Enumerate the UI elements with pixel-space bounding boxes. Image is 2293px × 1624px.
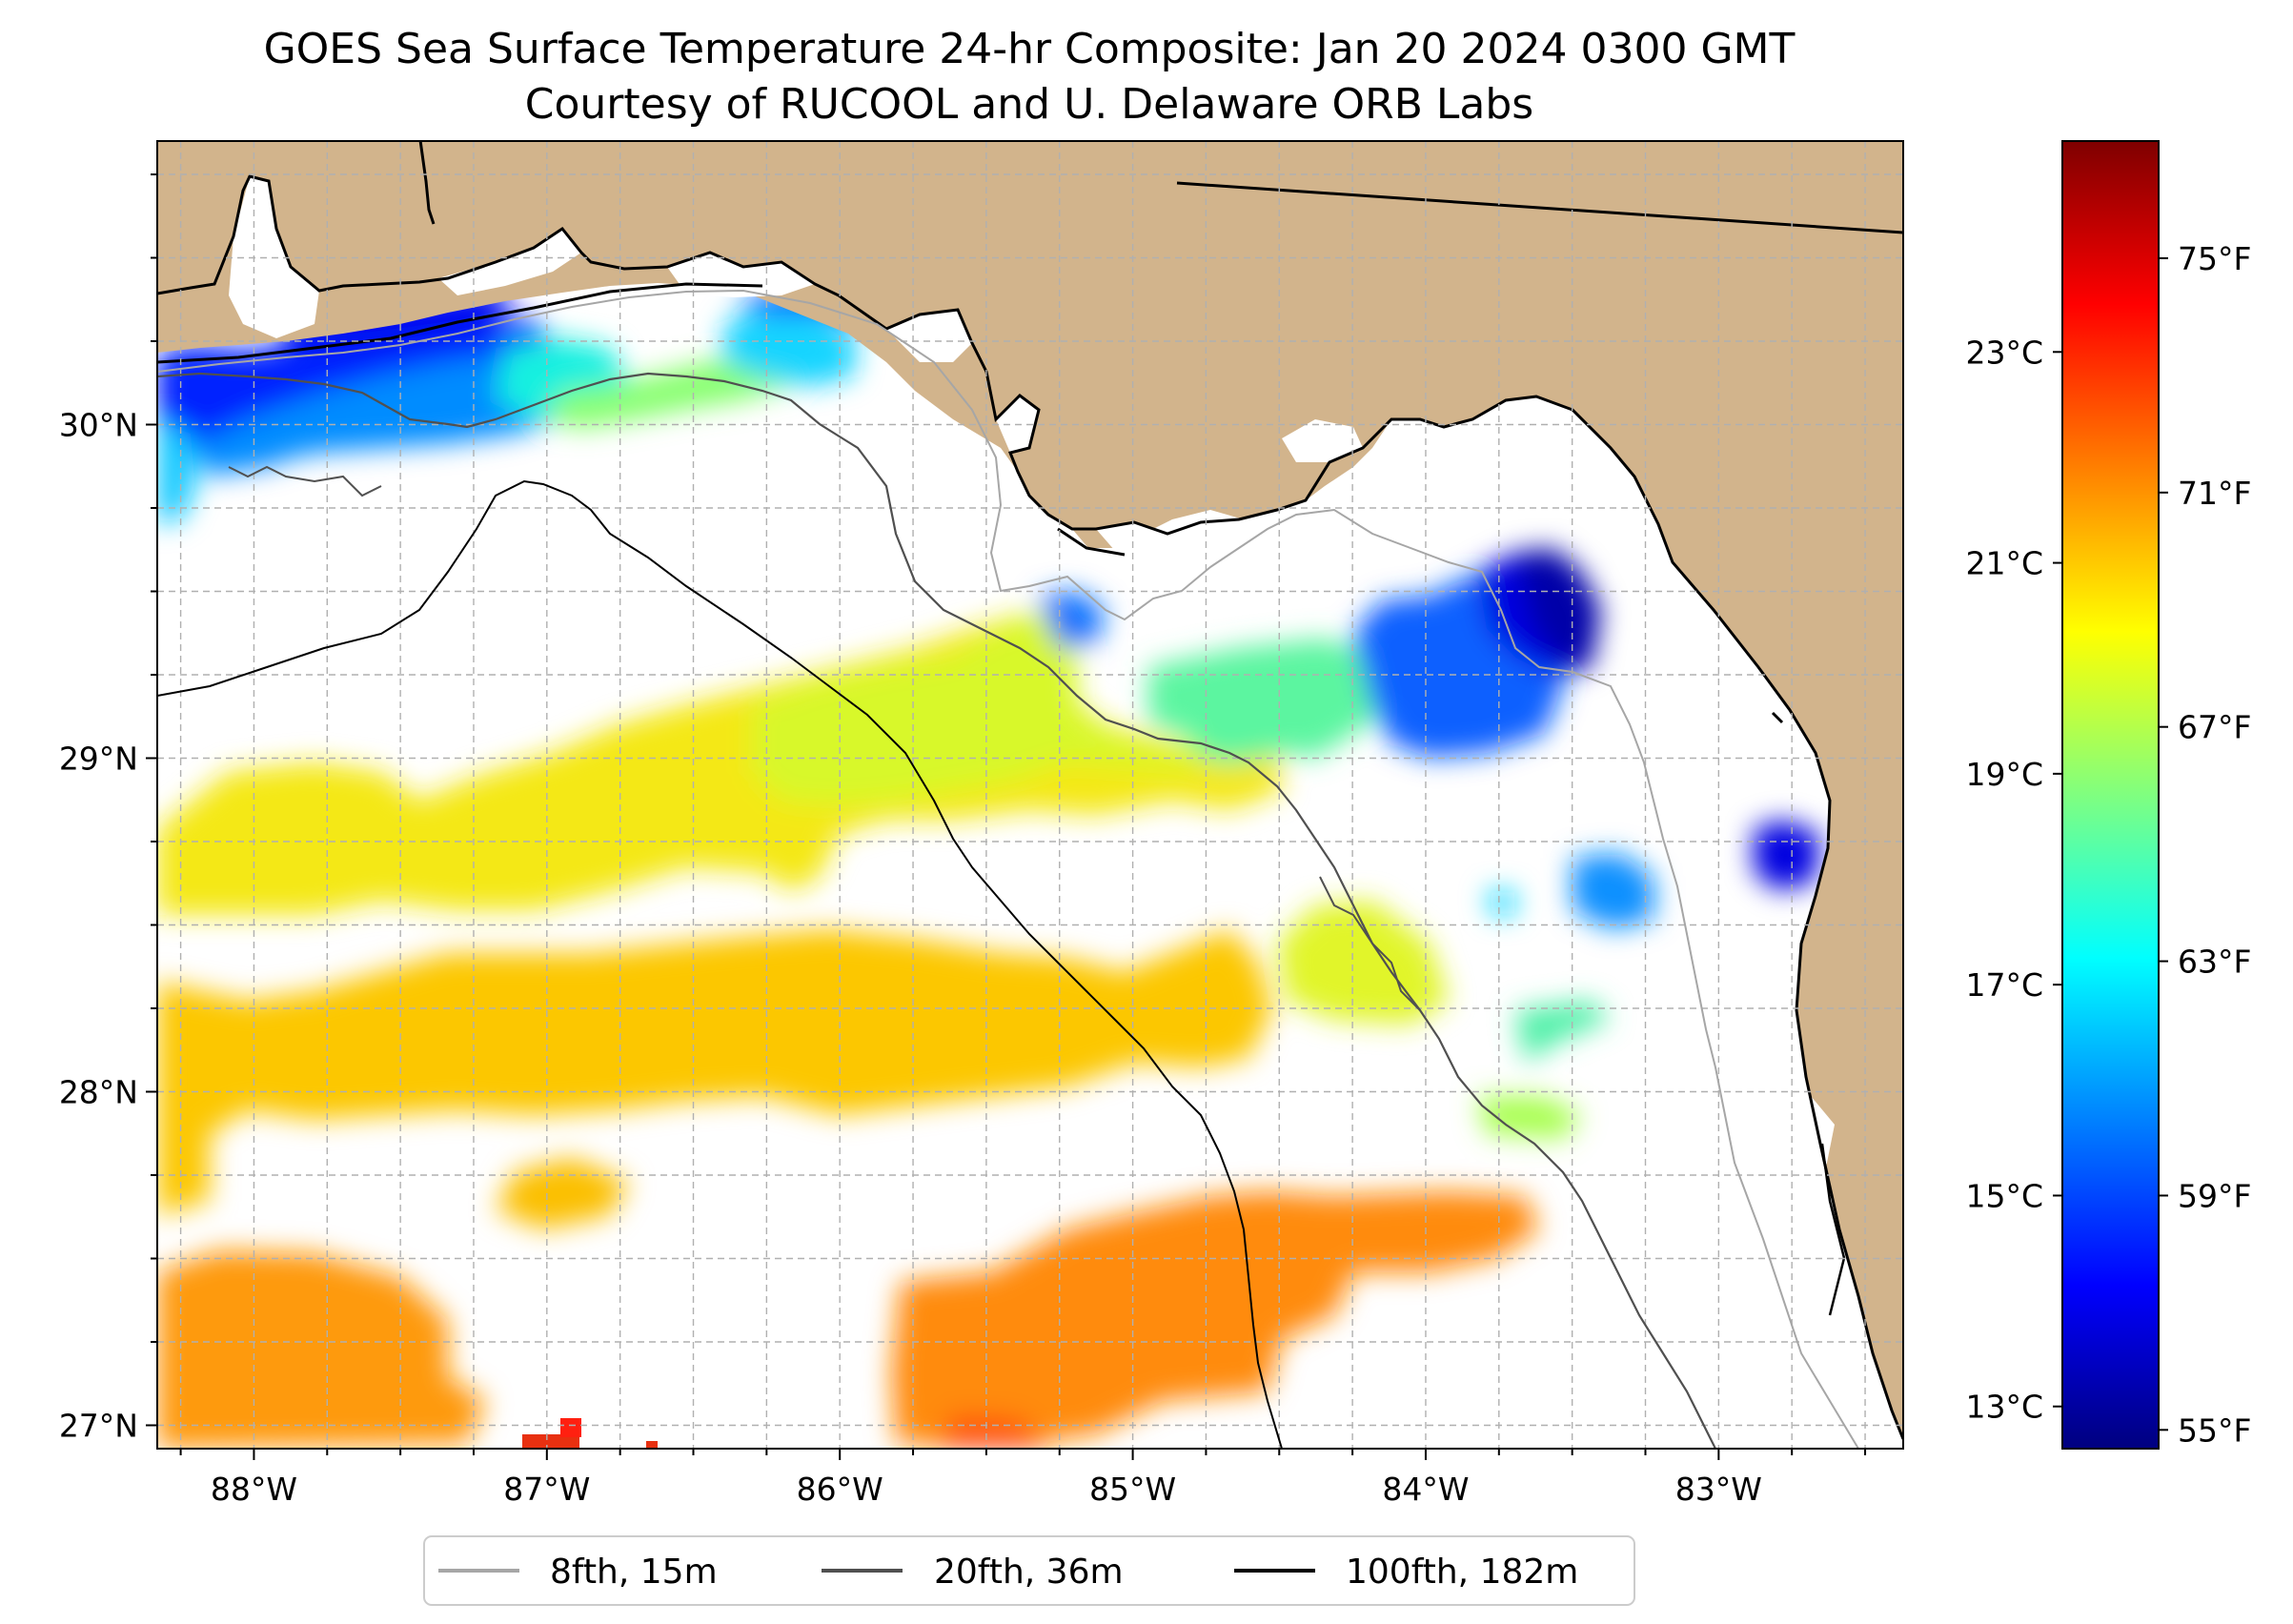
sst-warm-pixel xyxy=(646,1441,658,1449)
land xyxy=(157,141,1903,1440)
lat-tick-label: 27°N xyxy=(59,1408,138,1445)
fahrenheit-tick-label: 67°F xyxy=(2178,709,2251,746)
celsius-tick-label: 17°C xyxy=(1965,966,2043,1004)
lon-tick-label: 86°W xyxy=(797,1471,883,1508)
fahrenheit-tick-label: 71°F xyxy=(2178,475,2251,512)
colorbar: 13°C 15°C 17°C 19°C 21°C 23°C 55°F 59°F 63°F 67°… xyxy=(1965,140,2251,1450)
lon-tick-label: 88°W xyxy=(211,1471,297,1508)
colorbar-frame xyxy=(2061,140,2160,1450)
fahrenheit-tick-label: 63°F xyxy=(2178,944,2251,981)
map-subtitle: Courtesy of RUCOOL and U. Delaware ORB L… xyxy=(525,80,1533,129)
celsius-tick-label: 21°C xyxy=(1965,545,2043,582)
fahrenheit-tick-label: 59°F xyxy=(2178,1177,2251,1214)
legend: 8fth, 15m 20fth, 36m 100fth, 182m xyxy=(423,1535,1635,1606)
celsius-tick-label: 13°C xyxy=(1965,1389,2043,1426)
lon-axis: 88°W 87°W 86°W 85°W 84°W 83°W xyxy=(179,1449,1867,1508)
lat-tick-label: 28°N xyxy=(59,1074,138,1111)
sst-warm-pixel xyxy=(560,1418,581,1437)
legend-label-8fth: 8fth, 15m xyxy=(550,1553,718,1592)
isobaths xyxy=(157,289,1859,1449)
map-frame xyxy=(156,140,1904,1450)
sst-fill xyxy=(157,286,1820,1449)
isobath-100fth xyxy=(157,479,1283,1449)
lon-tick-label: 85°W xyxy=(1089,1471,1176,1508)
fahrenheit-tick-label: 55°F xyxy=(2178,1411,2251,1449)
legend-label-100fth: 100fth, 182m xyxy=(1346,1553,1578,1592)
lon-tick-label: 84°W xyxy=(1382,1471,1469,1508)
lat-tick-label: 29°N xyxy=(59,741,138,778)
colorbar-gradient xyxy=(2062,141,2159,1449)
celsius-tick-label: 23°C xyxy=(1965,334,2043,371)
celsius-tick-label: 19°C xyxy=(1965,756,2043,793)
lat-axis: 27°N 28°N 29°N 30°N xyxy=(59,173,157,1445)
lon-tick-label: 83°W xyxy=(1675,1471,1762,1508)
colorbar-celsius-ticks: 13°C 15°C 17°C 19°C 21°C 23°C xyxy=(1965,334,2062,1426)
sst-field xyxy=(157,143,1820,1449)
map-panel: 88°W 87°W 86°W 85°W 84°W 83°W 27°N 28°N 29°N 30°… xyxy=(59,140,1904,1508)
isobath-8fth xyxy=(157,289,1859,1449)
colorbar-fahrenheit-ticks: 55°F 59°F 63°F 67°F 71°F 75°F xyxy=(2159,240,2251,1449)
sst-warm-pixel xyxy=(522,1434,579,1449)
celsius-tick-label: 15°C xyxy=(1965,1177,2043,1214)
fahrenheit-tick-label: 75°F xyxy=(2178,240,2251,277)
lat-tick-label: 30°N xyxy=(59,407,138,444)
legend-label-20fth: 20fth, 36m xyxy=(934,1553,1124,1592)
state-border xyxy=(1176,181,1903,234)
gridlines xyxy=(157,141,1903,1449)
coastline xyxy=(157,174,1903,1440)
isobath-20fth xyxy=(157,372,1716,1449)
map-title: GOES Sea Surface Temperature 24-hr Compo… xyxy=(264,25,1796,73)
lon-tick-label: 87°W xyxy=(503,1471,590,1508)
legend-box xyxy=(423,1535,1635,1606)
